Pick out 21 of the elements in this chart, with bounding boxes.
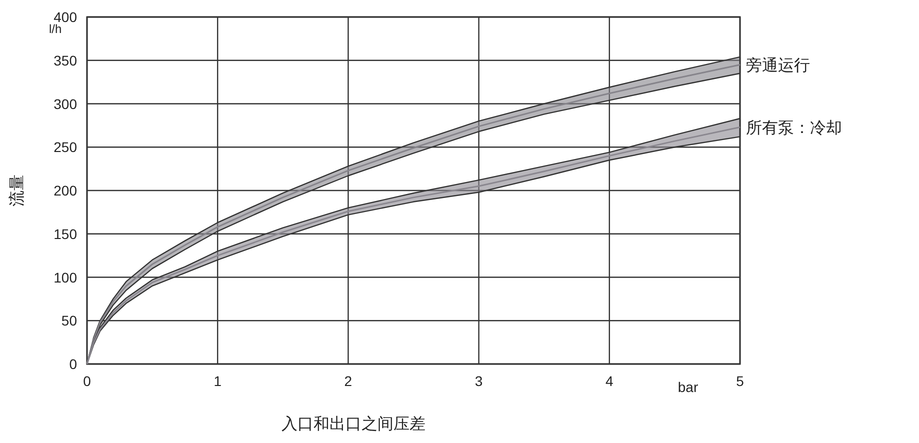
y-tick-label: 100 [54, 269, 78, 286]
y-tick-label: 300 [54, 96, 78, 112]
y-tick-label: 50 [61, 312, 78, 329]
y-tick-label: 400 [54, 9, 78, 25]
x-tick-label: 3 [474, 373, 483, 389]
y-tick-label: 150 [54, 226, 78, 242]
series-label: 所有泵：冷却 [746, 119, 842, 138]
y-axis-title: 流量 [8, 174, 26, 206]
y-tick-label: 200 [54, 182, 78, 198]
x-tick-label: 4 [606, 373, 614, 389]
y-tick-label: 250 [54, 139, 78, 156]
text: bar [678, 379, 698, 395]
x-axis-title: 入口和出口之间压差 [282, 415, 426, 433]
x-tick-label: 5 [736, 373, 744, 389]
x-tick-label: 0 [83, 373, 92, 389]
series-label: 旁通运行 [746, 56, 810, 75]
x-tick-label: 2 [344, 373, 352, 389]
x-tick-label: 1 [214, 373, 222, 389]
text: l/h [49, 22, 62, 36]
y-tick-label: 350 [54, 52, 78, 68]
y-tick-label: 0 [69, 356, 78, 372]
